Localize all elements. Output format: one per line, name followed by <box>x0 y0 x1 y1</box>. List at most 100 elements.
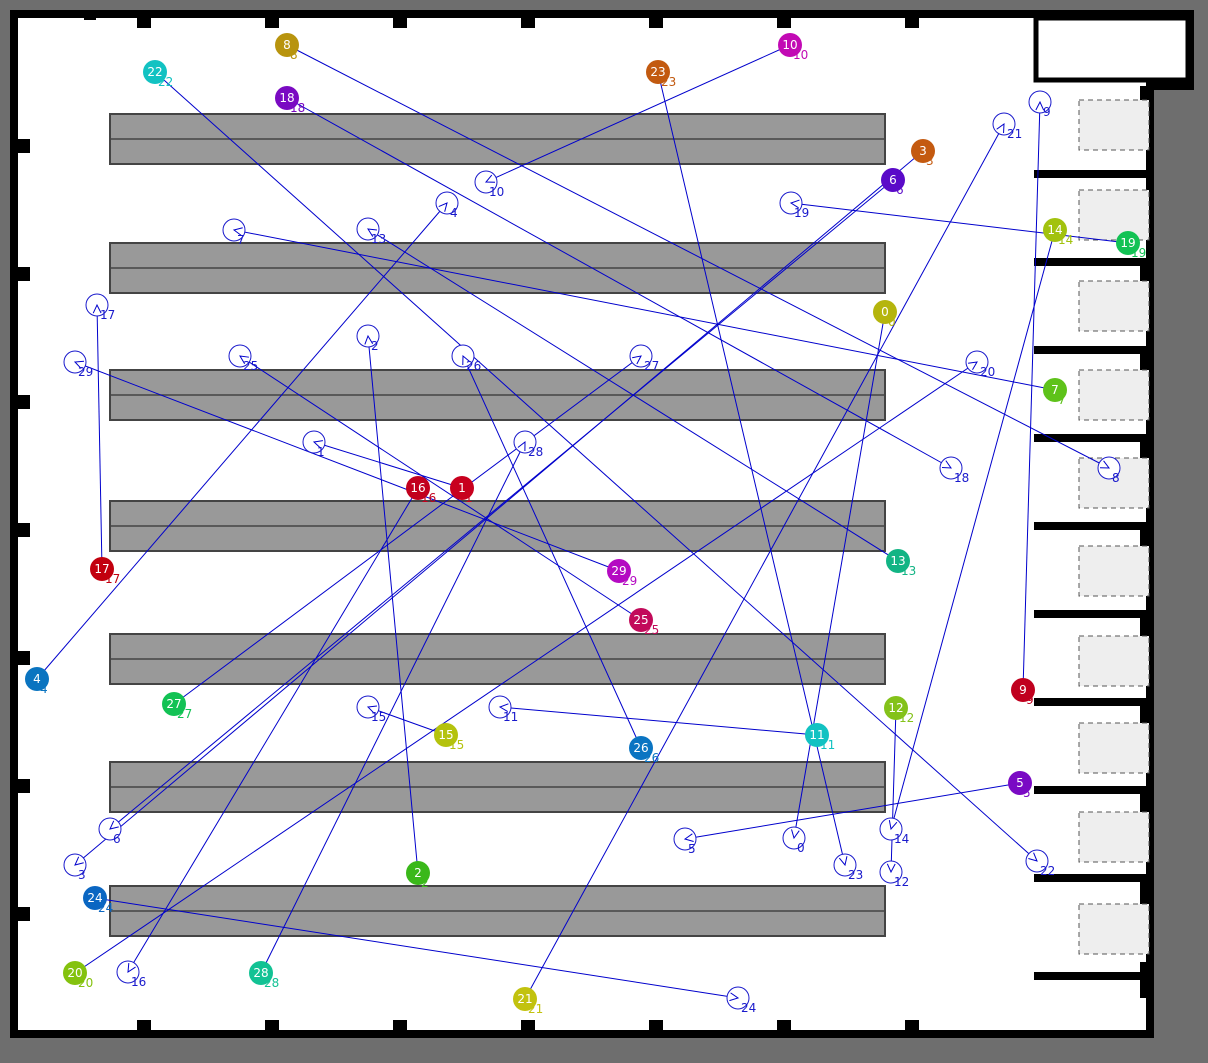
goal-arrow <box>941 460 953 469</box>
goal-arrow <box>632 355 642 365</box>
goal-label: 5 <box>688 842 696 856</box>
robot-marker[interactable] <box>63 961 87 985</box>
robot-path <box>286 44 1110 469</box>
robot-path <box>485 44 791 183</box>
robot-marker[interactable] <box>90 557 114 581</box>
robot-id: 5 <box>1016 776 1024 790</box>
goal-arrow <box>888 820 898 831</box>
charging-stations <box>1078 99 1150 955</box>
goal-label: 19 <box>794 206 809 220</box>
robot-marker[interactable] <box>406 476 430 500</box>
robot-path <box>74 150 924 866</box>
robot-marker[interactable] <box>1008 771 1032 795</box>
wall-pillar <box>265 1020 279 1034</box>
robot-label: 22 <box>158 75 173 89</box>
wall-pillar <box>1140 258 1150 294</box>
robot-paths <box>36 44 1129 1000</box>
goal-label: 16 <box>131 975 146 989</box>
goal-label: 27 <box>644 359 659 373</box>
robot-marker[interactable] <box>805 723 829 747</box>
robot-id: 12 <box>888 701 903 715</box>
robot-id: 18 <box>279 91 294 105</box>
robot-id: 19 <box>1120 236 1135 250</box>
top-right-room <box>1033 15 1191 83</box>
wall-pillar <box>1140 962 1150 998</box>
robot-marker[interactable] <box>646 60 670 84</box>
robot-id: 8 <box>283 38 291 52</box>
robot-marker[interactable] <box>143 60 167 84</box>
goal-label: 10 <box>489 185 504 199</box>
robot-id: 3 <box>919 144 927 158</box>
robot-marker[interactable] <box>1043 378 1067 402</box>
robot-label: 21 <box>528 1002 543 1016</box>
station-divider <box>1034 434 1146 442</box>
charging-station <box>1078 635 1150 687</box>
robots: 0011223344556677889910101111121213131414… <box>25 33 1146 1016</box>
robot-id: 21 <box>517 992 532 1006</box>
robot-marker[interactable] <box>886 549 910 573</box>
robot-marker[interactable] <box>25 667 49 691</box>
robot-id: 22 <box>147 65 162 79</box>
robot-marker[interactable] <box>275 86 299 110</box>
goal-arrow <box>232 227 243 236</box>
robot-marker[interactable] <box>1116 231 1140 255</box>
robot-marker[interactable] <box>450 476 474 500</box>
robot-label: 7 <box>1058 393 1066 407</box>
station-divider <box>1034 874 1146 882</box>
robot-marker[interactable] <box>873 300 897 324</box>
robot-marker[interactable] <box>778 33 802 57</box>
robot-marker[interactable] <box>629 608 653 632</box>
robot-marker[interactable] <box>275 33 299 57</box>
robot-marker[interactable] <box>162 692 186 716</box>
robot-marker[interactable] <box>434 723 458 747</box>
robot-marker[interactable] <box>629 736 653 760</box>
robot-id: 26 <box>633 741 648 755</box>
robot-marker[interactable] <box>83 886 107 910</box>
goal-label: 25 <box>243 359 258 373</box>
goal-arrow <box>92 303 102 314</box>
robot-marker[interactable] <box>406 861 430 885</box>
wall-pillar <box>1140 878 1150 914</box>
goal-arrow <box>367 228 378 237</box>
goal-arrow <box>484 174 496 183</box>
wall-pillar <box>393 14 407 28</box>
robot-label: 17 <box>105 572 120 586</box>
robot-marker[interactable] <box>607 559 631 583</box>
robot-id: 6 <box>889 173 897 187</box>
goal-label: 4 <box>450 206 458 220</box>
robot-id: 23 <box>650 65 665 79</box>
robot-label: 2 <box>421 876 429 890</box>
station-divider <box>1034 610 1146 618</box>
robot-marker[interactable] <box>513 987 537 1011</box>
goal-label: 21 <box>1007 127 1022 141</box>
station-divider <box>1034 522 1146 530</box>
robot-marker[interactable] <box>1011 678 1035 702</box>
wall-pillar <box>12 395 30 409</box>
robot-id: 0 <box>881 305 889 319</box>
robot-marker[interactable] <box>249 961 273 985</box>
robot-path <box>524 123 1005 1000</box>
robot-marker[interactable] <box>1043 218 1067 242</box>
robot-id: 24 <box>87 891 102 905</box>
robot-marker[interactable] <box>881 168 905 192</box>
goal-label: 22 <box>1040 864 1055 878</box>
robot-marker[interactable] <box>911 139 935 163</box>
goal-label: 17 <box>100 308 115 322</box>
robot-label: 27 <box>177 707 192 721</box>
station-divider <box>1034 170 1146 178</box>
wall-pillar <box>265 14 279 28</box>
robot-path <box>890 229 1056 830</box>
robot-path <box>790 202 1129 244</box>
robot-label: 15 <box>449 738 464 752</box>
robot-path <box>74 361 620 572</box>
robot-label: 18 <box>290 101 305 115</box>
wall-pillar <box>12 139 30 153</box>
charging-station <box>1078 722 1150 774</box>
goal-label: 7 <box>237 233 245 247</box>
robot-label: 28 <box>264 976 279 990</box>
wall-pillar <box>84 10 96 20</box>
robot-marker[interactable] <box>884 696 908 720</box>
wall-pillar <box>777 1020 791 1034</box>
robot-label: 12 <box>899 711 914 725</box>
goal-label: 28 <box>528 445 543 459</box>
